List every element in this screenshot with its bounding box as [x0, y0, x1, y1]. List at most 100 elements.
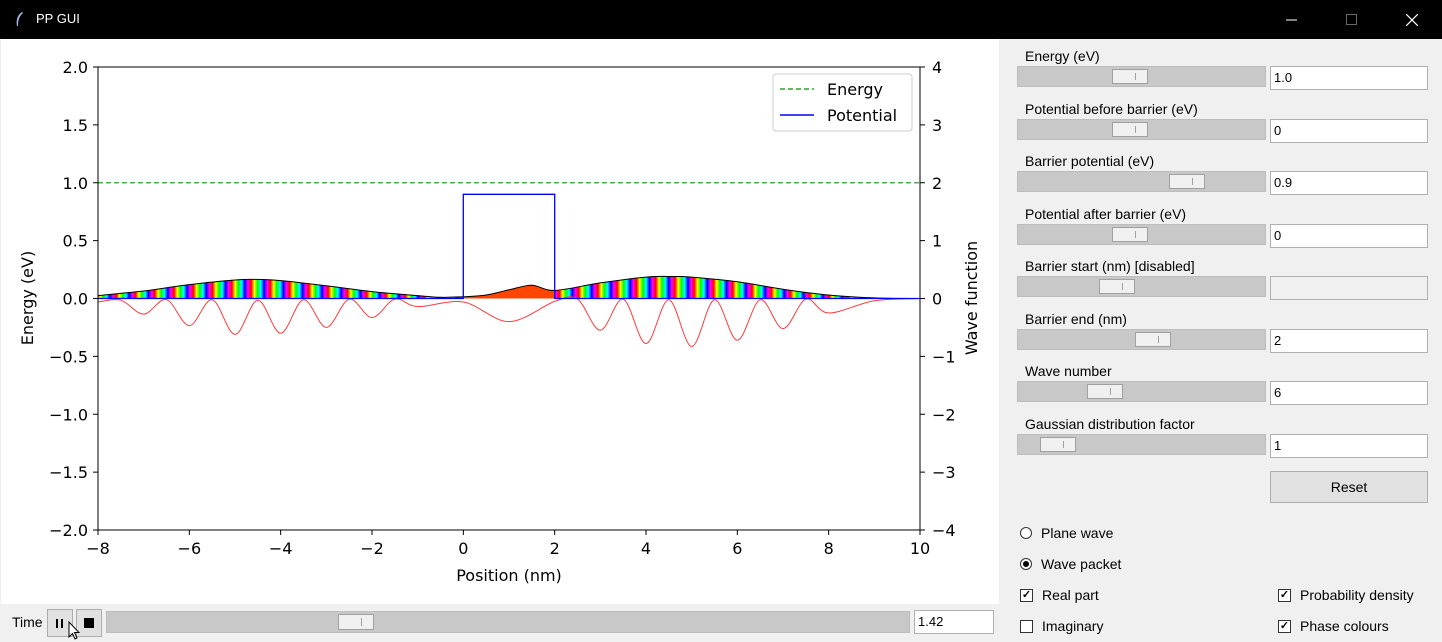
parameter-value-field[interactable]: 0	[1270, 119, 1428, 143]
pause-icon	[56, 618, 63, 628]
x-axis-label: Position (nm)	[456, 566, 562, 585]
parameter-slider[interactable]	[1017, 434, 1266, 455]
parameter-slider[interactable]	[1017, 66, 1266, 87]
parameter-slider-handle[interactable]	[1135, 332, 1171, 347]
y2-tick-label: −3	[932, 463, 956, 482]
parameter-value-field[interactable]: 0.9	[1270, 171, 1428, 195]
x-tick-label: 10	[910, 539, 930, 558]
x-tick-label: 8	[824, 539, 834, 558]
y2-tick-label: 3	[932, 116, 942, 135]
legend-potential-label: Potential	[827, 106, 897, 125]
parameter-slider[interactable]	[1017, 171, 1266, 192]
axis-ticks: −8 −6 −4 −2 0 2 4 6 8 10−2.0−1.5−1.0−0.50.00.51.0…	[49, 58, 955, 558]
parameter-slider-handle[interactable]	[1040, 437, 1076, 452]
parameter-value-field[interactable]: 1	[1270, 434, 1428, 458]
y2-tick-label: 2	[932, 174, 942, 193]
control-label: Barrier end (nm)	[1025, 311, 1127, 327]
parameter-slider-handle[interactable]	[1112, 69, 1148, 84]
y2-axis-label: Wave function	[962, 241, 981, 355]
minimize-icon	[1286, 19, 1297, 20]
plot-canvas: −8 −6 −4 −2 0 2 4 6 8 10 −2.0 −1.5 −1.0 −0.5 0.0 0.5 1.0…	[1, 39, 999, 604]
time-slider-handle[interactable]	[338, 614, 374, 630]
time-label: Time	[12, 614, 43, 630]
probability-density-option[interactable]: ✓ Probability density	[1278, 587, 1414, 603]
control-label: Potential before barrier (eV)	[1025, 101, 1198, 117]
parameter-value-field[interactable]: 0	[1270, 224, 1428, 248]
imaginary-checkbox[interactable]	[1020, 619, 1033, 633]
potential-line	[98, 193, 920, 300]
time-bar: Time 1.42	[0, 604, 1000, 642]
window-title: PP GUI	[36, 11, 80, 26]
y2-tick-label: 0	[932, 290, 942, 309]
y-tick-label: −0.5	[49, 347, 88, 366]
x-tick-label: −2	[360, 539, 384, 558]
wave-packet-label: Wave packet	[1041, 556, 1122, 572]
plane-wave-label: Plane wave	[1041, 525, 1114, 541]
minimize-button[interactable]	[1262, 0, 1322, 39]
parameter-value-field[interactable]: 2	[1270, 329, 1428, 353]
real-part-option[interactable]: ✓ Real part	[1020, 587, 1099, 603]
plane-wave-option[interactable]: Plane wave	[1020, 525, 1113, 541]
probability-density-line	[98, 275, 920, 299]
wave-packet-radio[interactable]	[1020, 558, 1032, 570]
real-part-checkbox[interactable]: ✓	[1020, 588, 1033, 602]
y2-tick-label: −2	[932, 405, 956, 424]
wave-packet-option[interactable]: Wave packet	[1020, 556, 1121, 572]
chart-marks	[98, 182, 920, 348]
x-tick-label: 0	[458, 539, 468, 558]
parameter-slider-handle[interactable]	[1169, 174, 1205, 189]
close-button[interactable]	[1382, 0, 1442, 39]
y-axis-label: Energy (eV)	[18, 251, 37, 345]
y2-tick-label: 1	[932, 232, 942, 251]
parameter-slider-handle[interactable]	[1112, 122, 1148, 137]
x-tick-label: −8	[86, 539, 110, 558]
control-label: Barrier start (nm) [disabled]	[1025, 258, 1195, 274]
control-panel: Energy (eV) 1.0 Potential before barrier (…	[1000, 39, 1442, 642]
y-tick-label: 0.0	[63, 290, 88, 309]
feather-icon	[16, 12, 23, 26]
y-tick-label: 1.0	[63, 174, 88, 193]
y-tick-label: 1.5	[63, 116, 88, 135]
stop-icon	[84, 618, 94, 628]
legend-energy-label: Energy	[827, 80, 883, 99]
x-tick-label: 2	[550, 539, 560, 558]
time-slider[interactable]	[106, 611, 910, 633]
control-label: Barrier potential (eV)	[1025, 153, 1155, 169]
wave-chart: −8 −6 −4 −2 0 2 4 6 8 10−2.0−1.5−1.0−0.50.00.51.0…	[18, 58, 981, 585]
parameter-slider-handle[interactable]	[1112, 227, 1148, 242]
probability-density-checkbox[interactable]: ✓	[1278, 588, 1291, 602]
y2-tick-label: −4	[932, 521, 956, 540]
parameter-slider-handle[interactable]	[1087, 384, 1123, 399]
control-label: Wave number	[1025, 363, 1112, 379]
parameter-value-field	[1270, 276, 1428, 300]
real-part-label: Real part	[1042, 587, 1099, 603]
mouse-cursor-icon	[68, 621, 80, 640]
parameter-value-field[interactable]: 6	[1270, 381, 1428, 405]
x-tick-label: −6	[178, 539, 202, 558]
parameter-slider[interactable]	[1017, 381, 1266, 402]
reset-button[interactable]: Reset	[1270, 471, 1428, 503]
imaginary-label: Imaginary	[1042, 618, 1104, 634]
x-tick-label: 6	[732, 539, 742, 558]
real-part-line	[98, 296, 920, 348]
parameter-slider[interactable]	[1017, 224, 1266, 245]
phase-colours-label: Phase colours	[1300, 618, 1389, 634]
probability-density-label: Probability density	[1300, 587, 1414, 603]
x-tick-label: −4	[269, 539, 293, 558]
control-label: Energy (eV)	[1025, 48, 1100, 64]
phase-colours-checkbox[interactable]: ✓	[1278, 619, 1291, 633]
imaginary-option[interactable]: Imaginary	[1020, 618, 1103, 634]
parameter-value-field[interactable]: 1.0	[1270, 66, 1428, 90]
parameter-slider[interactable]	[1017, 329, 1266, 350]
parameter-slider[interactable]	[1017, 276, 1266, 297]
y2-tick-label: −1	[932, 347, 956, 366]
stop-button[interactable]	[76, 609, 102, 637]
y-tick-label: −1.0	[49, 405, 88, 424]
time-value-field[interactable]: 1.42	[914, 610, 994, 634]
phase-colours-option[interactable]: ✓ Phase colours	[1278, 618, 1389, 634]
plane-wave-radio[interactable]	[1020, 527, 1032, 539]
parameter-slider-handle[interactable]	[1099, 279, 1135, 294]
probability-density-fill	[98, 276, 920, 299]
parameter-slider[interactable]	[1017, 119, 1266, 140]
maximize-button[interactable]	[1322, 0, 1382, 39]
